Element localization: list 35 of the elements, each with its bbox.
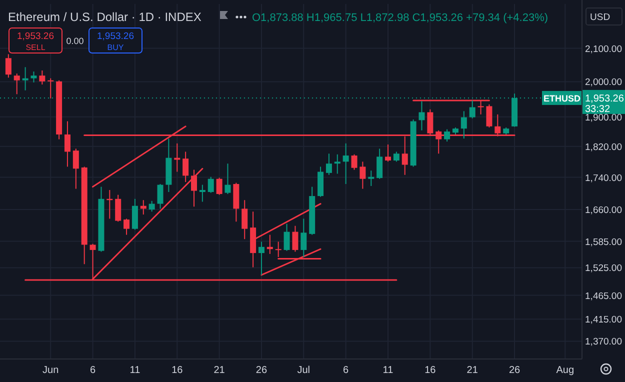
annotation: 1,953.26 <box>97 31 134 42</box>
x-tick-label: 11 <box>382 365 394 376</box>
text: USD <box>590 12 610 23</box>
y-tick-label: 1,740.00 <box>585 172 622 184</box>
annotation: SELL <box>26 43 46 52</box>
x-tick-label: 16 <box>424 365 436 376</box>
y-tick-label: 1,415.00 <box>585 314 622 326</box>
x-tick-label: 6 <box>343 365 350 376</box>
annotation: BUY <box>107 43 124 52</box>
x-tick-label: Aug <box>556 365 574 376</box>
x-tick-label: 16 <box>172 365 184 376</box>
x-tick-label: 6 <box>90 365 96 376</box>
x-tick-label: Jul <box>297 365 310 376</box>
x-tick-label: Jun <box>42 365 59 376</box>
y-tick-label: 2,100.00 <box>585 44 622 55</box>
annotation: 1,953.26 <box>17 31 54 42</box>
y-tick-label: 1,900.00 <box>585 112 622 124</box>
text: O1,873.88 H1,965.75 L1,872.98 C1,953.26 +79.34 (+4.23%) <box>252 12 548 24</box>
y-tick-label: 2,000.00 <box>585 77 622 88</box>
y-tick-label: 1,465.00 <box>585 290 622 302</box>
y-tick-label: 1,660.00 <box>585 205 622 216</box>
x-tick-label: 26 <box>256 365 268 376</box>
y-tick-label: 1,585.00 <box>585 236 622 248</box>
text: 33:32 <box>585 104 610 115</box>
x-tick-label: 21 <box>466 365 478 376</box>
y-tick-label: 1,525.00 <box>585 263 622 274</box>
x-tick-label: 26 <box>508 365 521 376</box>
text: Ethereum / U.S. Dollar · 1D · INDEX <box>8 10 202 24</box>
ref-line-label: ETHUSD <box>543 93 581 104</box>
y-tick-label: 1,820.00 <box>585 142 622 153</box>
text: 1,953.26 <box>585 93 624 104</box>
x-tick-label: 11 <box>130 365 141 376</box>
y-tick-label: 1,370.00 <box>585 336 622 348</box>
annotation: 0.00 <box>66 36 84 46</box>
x-tick-label: 21 <box>214 365 226 376</box>
